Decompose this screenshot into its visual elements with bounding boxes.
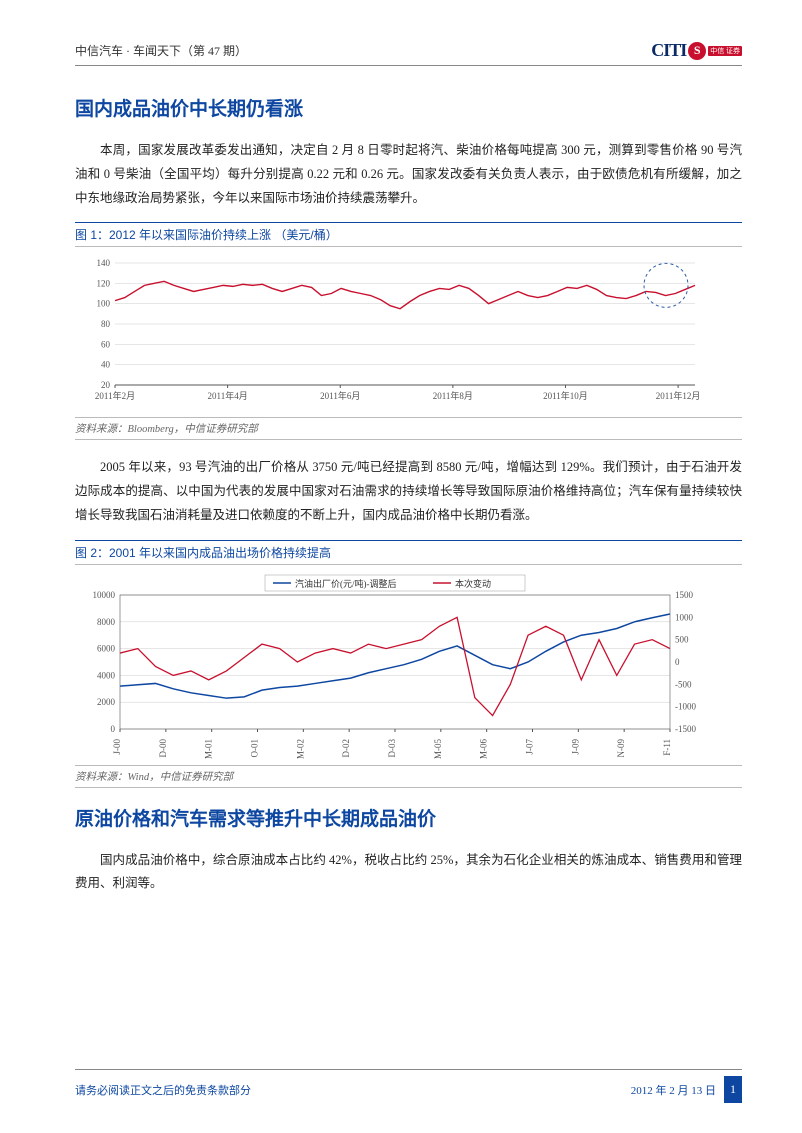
svg-text:4000: 4000 [97,670,116,680]
svg-text:40: 40 [101,360,111,370]
svg-text:2011年4月: 2011年4月 [208,390,248,401]
svg-text:60: 60 [101,340,111,350]
svg-text:J-09: J-09 [570,738,580,754]
svg-text:本次变动: 本次变动 [455,578,491,589]
svg-text:N-09: N-09 [616,738,626,757]
svg-text:J-00: J-00 [112,738,122,754]
svg-text:D-02: D-02 [341,739,351,758]
svg-text:D-03: D-03 [387,738,397,757]
logo-text: CITI [651,40,686,61]
footer-date: 2012 年 2 月 13 日 [631,1082,716,1098]
figure-1-source: 资料来源：Bloomberg，中信证券研究部 [75,417,742,440]
svg-text:120: 120 [97,279,111,289]
svg-text:100: 100 [97,299,111,309]
svg-text:8000: 8000 [97,616,116,626]
svg-text:J-07: J-07 [525,738,535,754]
footer-disclaimer: 请务必阅读正文之后的免责条款部分 [75,1082,251,1098]
header-breadcrumb: 中信汽车 · 车闻天下（第 47 期） [75,42,247,59]
svg-text:-1000: -1000 [675,701,696,711]
section-title-1: 国内成品油价中长期仍看涨 [75,94,742,121]
paragraph-2: 2005 年以来，93 号汽油的出厂价格从 3750 元/吨已经提高到 8580… [75,456,742,527]
svg-text:500: 500 [675,634,689,644]
svg-text:2011年10月: 2011年10月 [543,390,588,401]
svg-text:2011年6月: 2011年6月 [320,390,360,401]
page-header: 中信汽车 · 车闻天下（第 47 期） CITI S 中信 证券 [75,40,742,66]
logo: CITI S 中信 证券 [651,40,742,61]
paragraph-1: 本周，国家发展改革委发出通知，决定自 2 月 8 日零时起将汽、柴油价格每吨提高… [75,139,742,210]
svg-text:10000: 10000 [93,590,116,600]
svg-text:2011年8月: 2011年8月 [433,390,473,401]
svg-text:M-05: M-05 [433,738,443,758]
logo-badge: 中信 证券 [708,46,742,56]
svg-text:-500: -500 [675,679,692,689]
figure-2-source: 资料来源：Wind，中信证券研究部 [75,765,742,788]
svg-text:0: 0 [111,724,116,734]
logo-s-icon: S [688,42,706,60]
svg-text:1500: 1500 [675,590,694,600]
svg-text:0: 0 [675,657,680,667]
page-number: 1 [724,1076,742,1103]
svg-text:汽油出厂价(元/吨)-调整后: 汽油出厂价(元/吨)-调整后 [295,578,397,589]
svg-text:-1500: -1500 [675,724,696,734]
svg-text:20: 20 [101,380,111,390]
figure-1-chart: 20 40 60 80 100 120 140 2011年2月 2011年4月 2011年6月 20… [75,253,742,413]
svg-text:6000: 6000 [97,643,116,653]
paragraph-3: 国内成品油价格中，综合原油成本占比约 42%，税收占比约 25%，其余为石化企业… [75,849,742,897]
svg-text:D-00: D-00 [158,738,168,757]
section-title-2: 原油价格和汽车需求等推升中长期成品油价 [75,804,742,831]
page-footer: 请务必阅读正文之后的免责条款部分 2012 年 2 月 13 日 1 [75,1069,742,1103]
svg-text:80: 80 [101,319,111,329]
svg-text:1000: 1000 [675,612,694,622]
figure-2-chart: 0 2000 4000 6000 8000 10000 -1500 -1000 -500 0 500… [75,571,742,761]
figure-2-title: 图 2：2001 年以来国内成品油出场价格持续提高 [75,540,742,565]
svg-text:M-01: M-01 [204,739,214,759]
svg-text:O-01: O-01 [250,739,260,758]
figure-1-title: 图 1：2012 年以来国际油价持续上涨 （美元/桶） [75,222,742,247]
svg-text:2011年12月: 2011年12月 [656,390,701,401]
svg-text:F-11: F-11 [662,739,672,756]
svg-text:140: 140 [97,258,111,268]
svg-text:2000: 2000 [97,697,116,707]
svg-text:2011年2月: 2011年2月 [95,390,135,401]
svg-text:M-06: M-06 [479,738,489,758]
svg-text:M-02: M-02 [295,739,305,759]
